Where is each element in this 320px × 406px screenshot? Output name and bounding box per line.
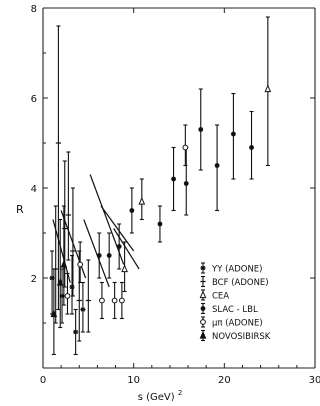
trend-line <box>89 174 125 265</box>
trend-line <box>113 228 140 270</box>
data-point <box>157 221 163 227</box>
legend-marker <box>200 319 206 325</box>
y-ticks: 2 4 6 8 <box>31 4 315 324</box>
legend-marker <box>199 290 207 299</box>
legend-label: NOVOSIBIRSK <box>212 332 271 342</box>
y-tick-label: 2 <box>31 274 37 285</box>
data-point <box>183 181 189 186</box>
data-point <box>121 264 128 273</box>
data-point <box>80 307 86 312</box>
trend-line <box>83 219 110 288</box>
data-point <box>118 297 125 304</box>
data-point <box>77 261 84 268</box>
x-tick-label: 20 <box>218 375 231 386</box>
data-point <box>171 176 176 182</box>
data-point <box>264 84 272 93</box>
legend-label: μπ (ADONE) <box>212 319 263 329</box>
legend-item: μπ (ADONE) <box>200 316 263 329</box>
y-tick-label: 8 <box>31 4 37 15</box>
legend: YY (ADONE) BCF (ADONE) CEA SLAC - LBL μπ (AD… <box>199 262 271 342</box>
legend-item: SLAC - LBL <box>200 302 258 315</box>
data-point <box>64 293 71 299</box>
chart-axes <box>42 7 316 369</box>
legend-label: SLAC - LBL <box>212 305 258 315</box>
data-point <box>50 309 58 318</box>
data-point <box>231 131 236 137</box>
y-axis-title: R <box>16 203 24 216</box>
data-point <box>249 145 254 150</box>
trend-line <box>100 205 135 252</box>
x-axis-title-text: s (GeV) <box>138 392 175 403</box>
x-axis-title: s (GeV) 2 <box>138 389 183 403</box>
data-points <box>49 16 272 356</box>
legend-item: CEA <box>199 289 229 302</box>
data-point <box>60 259 68 268</box>
y-tick-label: 4 <box>31 184 37 195</box>
series-cea <box>121 16 272 293</box>
data-point <box>182 144 189 151</box>
legend-marker <box>199 330 207 339</box>
x-axis-title-superscript: 2 <box>178 389 182 397</box>
data-point <box>56 277 64 286</box>
data-point <box>138 196 146 205</box>
series--adone- <box>64 124 189 320</box>
legend-item: BCF (ADONE) <box>200 275 269 288</box>
legend-label: BCF (ADONE) <box>212 278 269 288</box>
data-point <box>129 208 135 213</box>
legend-marker <box>200 265 206 271</box>
data-point <box>99 297 105 304</box>
x-ticks: 0 10 20 30 <box>40 8 320 386</box>
data-point <box>73 329 79 335</box>
x-tick-label: 30 <box>309 375 320 386</box>
legend-label: CEA <box>212 292 229 302</box>
legend-item: YY (ADONE) <box>200 262 263 275</box>
legend-item: NOVOSIBIRSK <box>199 329 271 342</box>
x-tick-label: 0 <box>40 375 46 386</box>
data-point <box>111 297 118 304</box>
series-novosibirsk <box>50 205 68 356</box>
series-slac-lbl <box>96 88 254 279</box>
legend-marker <box>200 306 206 311</box>
data-point <box>116 244 122 249</box>
data-point <box>198 127 204 132</box>
data-point <box>96 253 102 258</box>
data-point <box>106 253 112 258</box>
data-point <box>214 163 220 168</box>
x-tick-label: 10 <box>127 375 140 386</box>
legend-label: YY (ADONE) <box>211 265 263 275</box>
y-tick-label: 6 <box>31 94 37 105</box>
